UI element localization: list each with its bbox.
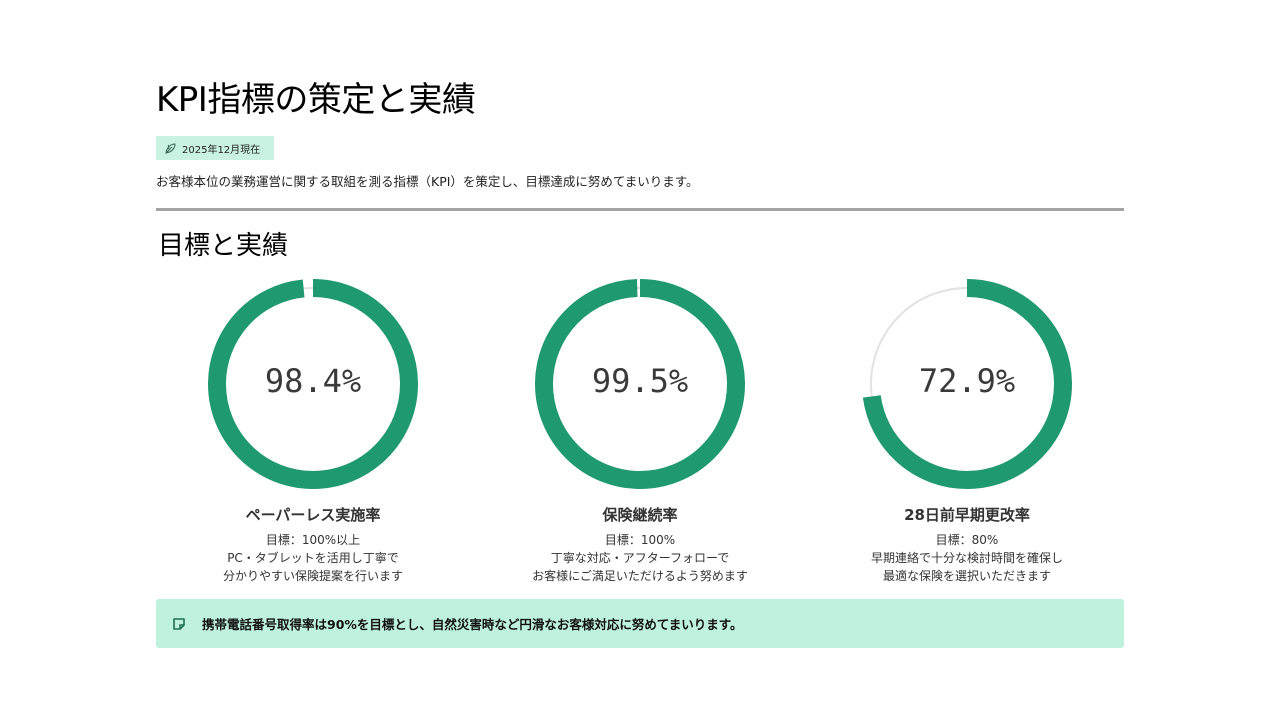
kpi-value: 72.9% xyxy=(918,362,1016,400)
kpi-target: 目標：80% xyxy=(935,533,999,547)
note-banner: 携帯電話番号取得率は90%を目標とし、自然災害時など円滑なお客様対応に努めてまい… xyxy=(156,599,1124,648)
donut-chart-paperless xyxy=(208,279,418,489)
kpi-desc-line2: 分かりやすい保険提案を行います xyxy=(222,569,403,583)
kpi-target: 目標：100%以上 xyxy=(265,533,361,547)
kpi-name: ペーパーレス実施率 xyxy=(245,506,381,524)
kpi-desc-line1: PC・タブレットを活用し丁寧で xyxy=(227,551,399,565)
kpi-card-paperless: 98.4% ペーパーレス実施率 目標：100%以上 PC・タブレットを活用し丁寧… xyxy=(183,276,443,585)
kpi-value: 99.5% xyxy=(591,362,689,400)
kpi-target: 目標：100% xyxy=(604,533,676,547)
date-label: 2025年12月現在 xyxy=(182,144,261,156)
kpi-desc-line2: 最適な保険を選択いただきます xyxy=(882,569,1051,583)
donut-chart-retention xyxy=(535,279,745,489)
kpi-desc-line1: 丁寧な対応・アフターフォローで xyxy=(550,551,730,565)
leaf-icon xyxy=(164,142,177,155)
kpi-card-retention: 99.5% 保険継続率 目標：100% 丁寧な対応・アフターフォローで お客様に… xyxy=(510,276,770,585)
divider xyxy=(156,208,1124,211)
page-title: KPI指標の策定と実績 xyxy=(156,80,476,120)
intro-text: お客様本位の業務運営に関する取組を測る指標（KPI）を策定し、目標達成に努めてま… xyxy=(156,174,699,189)
kpi-description: 目標：100%以上 PC・タブレットを活用し丁寧で 分かりやすい保険提案を行いま… xyxy=(183,531,443,585)
note-text: 携帯電話番号取得率は90%を目標とし、自然災害時など円滑なお客様対応に努めてまい… xyxy=(202,617,743,632)
donut-chart-early-renewal xyxy=(862,279,1072,489)
kpi-card-early-renewal: 72.9% 28日前早期更改率 目標：80% 早期連絡で十分な検討時間を確保し … xyxy=(837,276,1097,585)
kpi-name: 28日前早期更改率 xyxy=(904,506,1030,524)
kpi-desc-line1: 早期連絡で十分な検討時間を確保し xyxy=(870,551,1063,565)
kpi-description: 目標：80% 早期連絡で十分な検討時間を確保し 最適な保険を選択いただきます xyxy=(837,531,1097,585)
kpi-name: 保険継続率 xyxy=(602,506,678,524)
kpi-description: 目標：100% 丁寧な対応・アフターフォローで お客様にご満足いただけるよう努め… xyxy=(510,531,770,585)
kpi-value: 98.4% xyxy=(264,362,362,400)
section-title: 目標と実績 xyxy=(158,231,289,261)
kpi-desc-line2: お客様にご満足いただけるよう努めます xyxy=(532,569,748,583)
note-icon xyxy=(172,617,186,631)
date-badge: 2025年12月現在 xyxy=(156,136,274,160)
